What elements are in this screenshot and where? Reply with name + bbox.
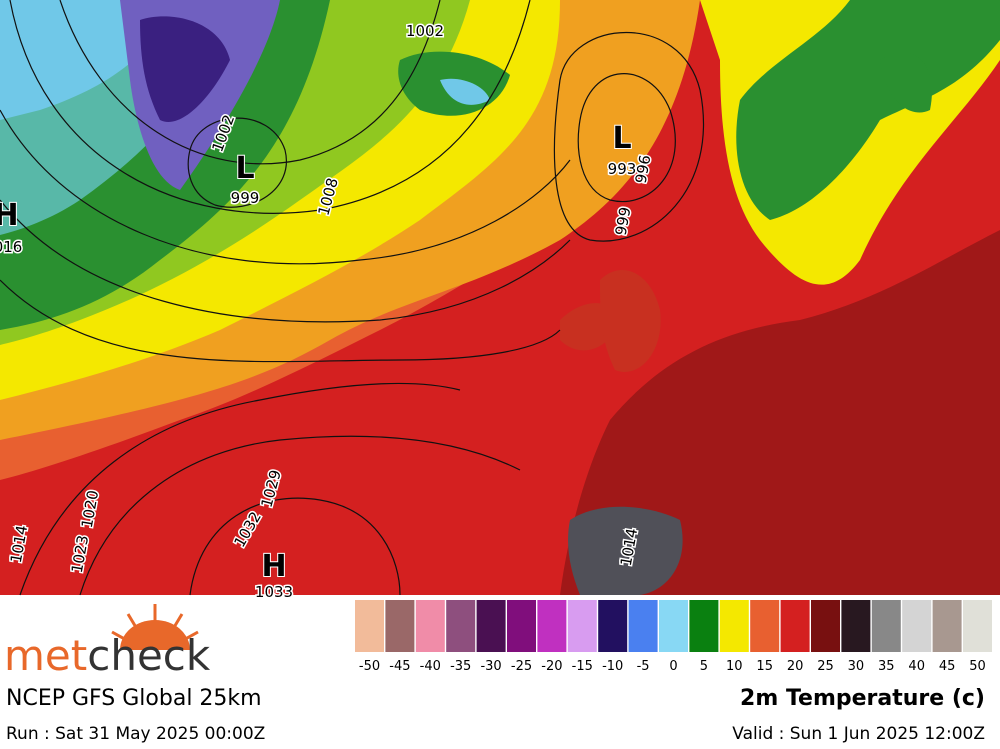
legend-swatch [871,600,901,652]
legend: -50 -45 -40 -35 -30 -25 -20 -15 -10 -5 0 5 10 15 20 25 3… [355,600,992,674]
legend-swatch [932,600,962,652]
legend-swatch [507,600,536,652]
brand: metcheck [4,631,211,680]
pressure-center: H [261,549,286,584]
legend-swatch [385,600,415,652]
legend-label: 30 [848,659,865,674]
legend-label: 45 [939,659,956,674]
legend-swatch [415,600,445,652]
run-time: Run : Sat 31 May 2025 00:00Z [6,724,265,744]
brand-check: check [87,631,211,680]
legend-swatch [750,600,780,652]
legend-label: -20 [541,659,562,674]
legend-label: 25 [817,659,834,674]
legend-swatch [598,600,628,652]
legend-swatch [476,600,506,652]
valid-time: Valid : Sun 1 Jun 2025 12:00Z [732,724,985,744]
legend-label: -45 [389,659,410,674]
isobar-label: 016 [0,238,22,256]
legend-swatch [689,600,719,652]
legend-swatch [811,600,840,652]
legend-label: 20 [787,659,804,674]
legend-swatch [659,600,688,652]
pressure-center: H [0,198,19,233]
map [0,0,1000,596]
legend-label: 35 [878,659,895,674]
legend-swatch [963,600,992,652]
pressure-center: L [235,151,254,186]
model-name: NCEP GFS Global 25km [6,686,262,711]
legend-swatch [719,600,749,652]
legend-swatch [567,600,597,652]
legend-label: -5 [637,659,650,674]
legend-swatch [628,600,658,652]
legend-label: -50 [359,659,380,674]
isobar-label: 1033 [255,583,293,601]
product-title: 2m Temperature (c) [740,686,985,711]
isobar-label: 993 [608,160,637,178]
legend-label: -30 [480,659,501,674]
legend-label: -35 [450,659,471,674]
legend-label: 15 [756,659,773,674]
legend-label: 5 [700,659,708,674]
pressure-center: L [612,121,631,156]
legend-swatch [841,600,871,652]
logo: metcheck [4,604,211,680]
legend-label: -15 [572,659,593,674]
legend-label: -40 [420,659,441,674]
legend-swatch [902,600,932,652]
legend-swatch [537,600,567,652]
isobars [0,0,705,596]
isobar-label: 1002 [406,22,444,40]
isobar-label: 999 [231,189,260,207]
legend-swatch [355,600,384,652]
legend-label: 10 [726,659,743,674]
legend-swatch [446,600,476,652]
legend-label: 0 [669,659,677,674]
legend-swatch [780,600,810,652]
legend-label: 50 [969,659,986,674]
legend-label: 40 [908,659,925,674]
legend-label: -25 [511,659,532,674]
legend-label: -10 [602,659,623,674]
brand-met: met [4,631,87,680]
